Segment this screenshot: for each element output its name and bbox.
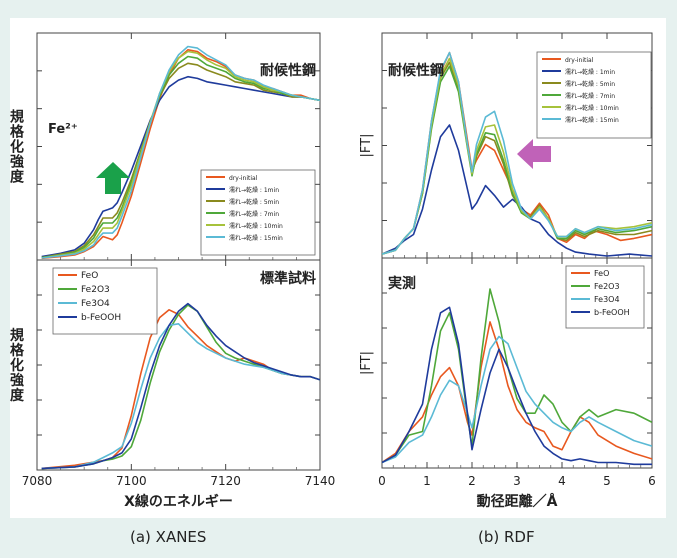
y-axis-label: 規格化強度 (8, 109, 24, 184)
panel-label: 標準試料 (260, 270, 316, 287)
series-line-rdf-bottom-3 (382, 306, 652, 466)
x-tick-label: 0 (378, 474, 386, 488)
series-line-rdf-bottom-0 (382, 321, 652, 464)
panel-rdf-bottom: |FT| 実測 FeO Fe2O3 Fe3O4 b-FeOOH 0 1 2 3 4 5 6 (359, 257, 656, 488)
x-axis-label: X線のエネルギー (124, 493, 233, 510)
legend-label: Fe3O4 (594, 295, 620, 304)
legend-label: FeO (594, 269, 609, 278)
panel-label: 実測 (388, 275, 416, 292)
legend: FeO Fe2O3 Fe3O4 b-FeOOH (52, 267, 158, 335)
x-tick-label: 4 (558, 474, 566, 488)
legend-label: 濡れ→乾燥 : 10min (565, 104, 619, 112)
left-arrow-icon (517, 139, 551, 169)
legend-label: 濡れ→乾燥 : 5min (229, 198, 279, 206)
panel-xanes-top: 規格化強度 耐候性鋼 dry-initial 濡れ→乾燥 : 1min 濡れ→乾燥 : … (8, 32, 321, 261)
legend-label: FeO (81, 271, 98, 281)
x-tick-label: 2 (468, 474, 476, 488)
panel-label: 耐候性鋼 (388, 62, 444, 79)
chart-rdf: |FT| 耐候性鋼 dry-initial 濡れ→乾燥 : 1min 濡れ→乾燥 : 5… (359, 32, 656, 510)
x-tick-label: 6 (648, 474, 656, 488)
legend-box (565, 265, 645, 329)
legend-label: dry-initial (565, 57, 594, 64)
x-tick-label: 7140 (305, 474, 336, 488)
x-tick-label: 3 (513, 474, 521, 488)
legend: dry-initial 濡れ→乾燥 : 1min 濡れ→乾燥 : 5min 濡れ→乾燥… (536, 51, 652, 139)
legend-label: 濡れ→乾燥 : 5min (565, 80, 615, 88)
series-group (382, 51, 652, 257)
series-line-rdf-top-5 (382, 51, 652, 255)
series-line-xanes-bottom-2 (41, 323, 320, 470)
legend-box (52, 267, 158, 335)
legend-box (200, 169, 316, 256)
x-tick-label: 5 (603, 474, 611, 488)
y-axis-label: |FT| (359, 134, 374, 158)
legend-label: b-FeOOH (81, 313, 121, 323)
series-line-rdf-top-1 (382, 124, 652, 257)
legend-label: 濡れ→乾燥 : 1min (229, 186, 279, 194)
legend-label: dry-initial (229, 175, 258, 182)
panel-xanes-bottom: 規格化強度 標準試料 FeO Fe2O3 Fe3O4 b-FeOOH 7080 7100 712… (8, 259, 336, 488)
fe2-annotation: Fe²⁺ (48, 122, 78, 137)
caption-xanes: (a) XANES (130, 528, 207, 546)
legend-label: 濡れ→乾燥 : 15min (565, 116, 619, 124)
x-axis-label: 動径距離／Å (477, 493, 558, 510)
legend-label: 濡れ→乾燥 : 10min (229, 222, 283, 230)
x-tick-label: 7100 (116, 474, 147, 488)
legend: FeO Fe2O3 Fe3O4 b-FeOOH (565, 265, 645, 329)
series-group (382, 288, 652, 466)
chart-xanes: 規格化強度 耐候性鋼 dry-initial 濡れ→乾燥 : 1min 濡れ→乾燥 : … (8, 32, 336, 510)
up-arrow-icon (96, 162, 130, 194)
y-axis-label: 規格化強度 (8, 328, 24, 403)
x-tick-label: 7120 (210, 474, 241, 488)
x-tick-label: 7080 (22, 474, 53, 488)
legend-label: 濡れ→乾燥 : 1min (565, 68, 615, 76)
legend-label: 濡れ→乾燥 : 15min (229, 234, 283, 242)
legend: dry-initial 濡れ→乾燥 : 1min 濡れ→乾燥 : 5min 濡れ→乾燥… (200, 169, 316, 256)
caption-rdf: (b) RDF (478, 528, 535, 546)
series-group (41, 302, 320, 470)
series-line-xanes-top-5 (41, 45, 320, 259)
y-axis-label: |FT| (359, 351, 374, 375)
legend-label: 濡れ→乾燥 : 7min (565, 92, 615, 100)
legend-label: Fe3O4 (81, 299, 110, 309)
series-group (41, 45, 320, 260)
series-line-xanes-top-4 (41, 50, 320, 259)
x-tick-label: 1 (423, 474, 431, 488)
legend-label: 濡れ→乾燥 : 7min (229, 210, 279, 218)
legend-label: b-FeOOH (594, 308, 630, 317)
series-line-xanes-top-1 (41, 75, 320, 258)
series-line-xanes-bottom-3 (41, 302, 320, 470)
series-line-rdf-bottom-2 (382, 335, 652, 464)
panel-label: 耐候性鋼 (260, 62, 316, 79)
legend-label: Fe2O3 (594, 282, 620, 291)
series-line-xanes-top-2 (41, 62, 320, 259)
legend-label: Fe2O3 (81, 285, 110, 295)
